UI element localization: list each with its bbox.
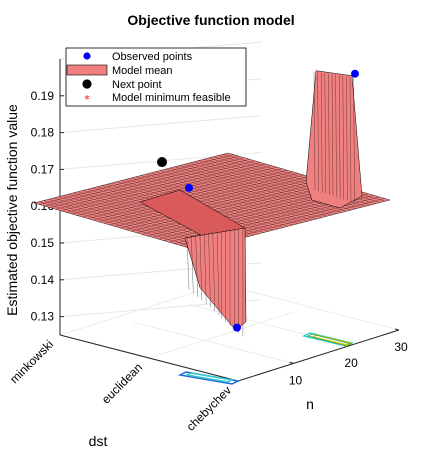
surface-mesh-line [98, 171, 293, 222]
chart-title: Objective function model [127, 12, 294, 28]
surface-ridge-line [208, 232, 211, 308]
surface-mesh-line [109, 174, 304, 226]
surface-mesh-line [55, 159, 250, 210]
surface-mesh-line [147, 185, 342, 237]
surface-ridge-line [195, 234, 198, 297]
data-points [157, 69, 359, 332]
next-point [157, 157, 167, 168]
contour-cyan2 [184, 372, 235, 383]
dst-grid-line [59, 288, 206, 336]
surface-mesh-line [104, 173, 299, 224]
dst-tick-label: chebychev [184, 383, 234, 433]
legend-next-marker [82, 79, 92, 89]
dst-grid-line [148, 311, 295, 359]
dst-ticks: minkowski euclidean chebychev [7, 337, 234, 433]
observed-point [351, 69, 359, 78]
legend-observed-marker [83, 52, 91, 60]
legend-next-label: Next point [112, 79, 162, 91]
n-tick-label: 20 [344, 356, 358, 370]
surface-mesh-line [120, 177, 315, 229]
surface-mesh-line [50, 157, 245, 208]
legend: Observed points Model mean Next point * … [65, 47, 247, 107]
z-axis-label: Estimated objective function value [4, 104, 20, 316]
model-mean-surface [33, 70, 391, 337]
surface-ridge-line [204, 233, 207, 305]
surface-mesh-line [114, 176, 310, 227]
surface-ridge-low [184, 227, 247, 331]
observed-point [233, 323, 241, 332]
z-tick-label: 0.18 [31, 126, 55, 140]
n-tick-mark [394, 328, 400, 331]
legend-min-marker: * [84, 93, 90, 106]
observed-point [185, 183, 193, 192]
surface-mesh-line [77, 165, 272, 216]
legend-observed-label: Observed points [112, 51, 193, 63]
surface-peak-high [305, 70, 363, 209]
surface-ridge-line [186, 235, 190, 290]
surface-peak-line [353, 77, 355, 204]
contour-yellow [311, 334, 352, 346]
n-tick-label: 30 [394, 340, 408, 354]
legend-box [65, 47, 247, 107]
y-axis-label: dst [89, 433, 108, 449]
n-grid-line [133, 321, 294, 364]
n-ticks: 10 20 30 [289, 328, 408, 387]
surface-peak-line [349, 76, 352, 203]
surface-mesh-line [39, 154, 234, 205]
dst-tick-label: minkowski [7, 337, 56, 386]
surface-mesh-line [131, 181, 326, 232]
surface-mesh-line [66, 162, 261, 213]
surface-mesh-line [93, 170, 288, 221]
surface-peak-line [313, 71, 316, 191]
surface-mesh-line [71, 163, 266, 215]
legend-mean-marker [66, 64, 108, 76]
legend-mean-label: Model mean [112, 65, 173, 77]
n-grid-line [238, 288, 400, 331]
dst-tick-label: euclidean [99, 360, 145, 406]
surface-peak-line [346, 76, 348, 201]
surface-mesh-line [125, 179, 320, 230]
surface-peak-line [317, 72, 319, 192]
z-tick-label: 0.19 [31, 89, 55, 103]
surface-peak-line [339, 75, 341, 199]
n-tick-mark [289, 361, 294, 364]
surface-peak-line [328, 73, 330, 195]
surface-mesh-line [44, 155, 239, 207]
surface-ridge-line [199, 234, 203, 301]
surface-mesh-line [60, 160, 256, 212]
z-tick-label: 0.13 [31, 310, 55, 324]
z-ticks: 0.130.140.150.160.170.180.19 [31, 89, 64, 324]
z-grid-line [59, 115, 263, 133]
x-axis-label: n [306, 396, 314, 412]
surface-mesh-line [136, 182, 331, 233]
surface-peak-line [335, 74, 337, 198]
legend-min-label: Model minimum feasible [112, 92, 231, 104]
surface-ridge-line [212, 232, 215, 312]
surface-peak-line [321, 72, 323, 193]
z-tick-label: 0.14 [31, 273, 55, 287]
n-tick-label: 10 [289, 373, 303, 387]
z-tick-label: 0.17 [31, 162, 55, 176]
surface-peak-line [331, 74, 334, 197]
floor-contours [177, 332, 355, 385]
contour-green [307, 333, 352, 347]
surface-ridge-line [191, 235, 194, 294]
surface-ridge-line [216, 231, 220, 315]
surface-peak-line [342, 75, 344, 200]
surface-peak-line [324, 73, 326, 194]
surface-mesh-line [141, 184, 337, 235]
z-tick-label: 0.15 [31, 236, 55, 250]
